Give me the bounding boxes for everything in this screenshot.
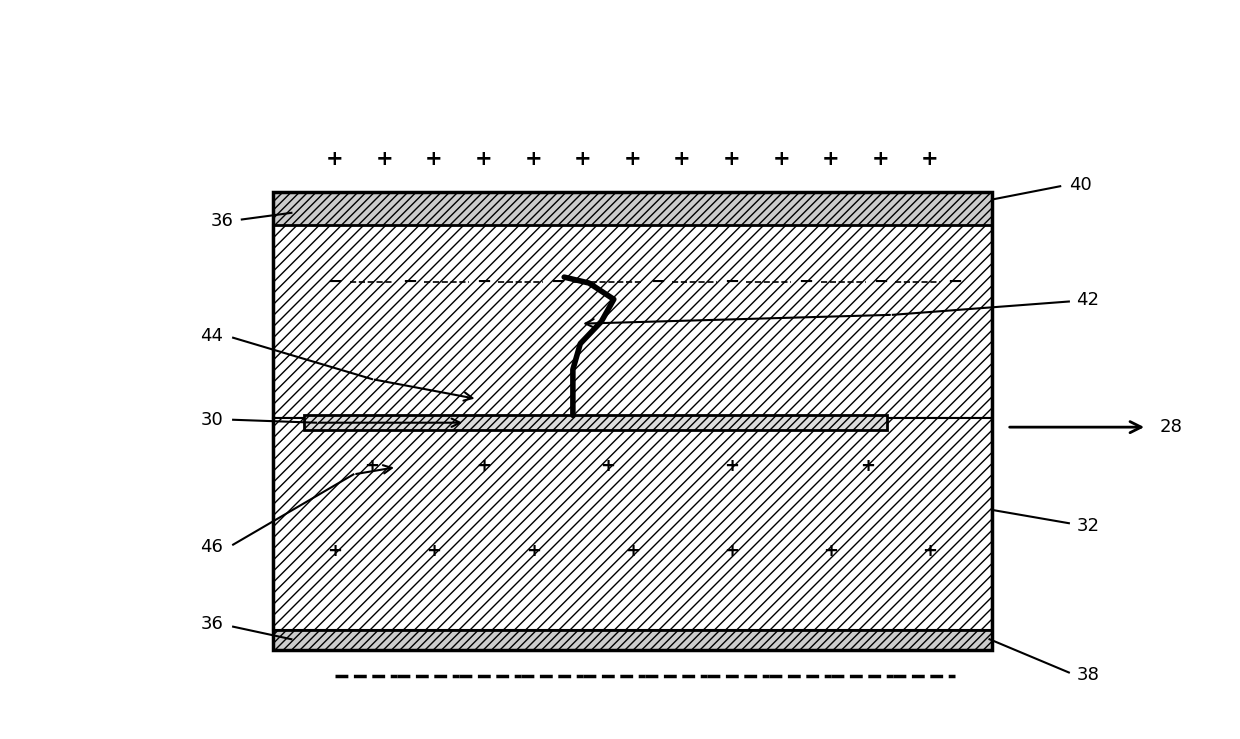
Text: +: + xyxy=(327,542,342,559)
Bar xyxy=(273,418,992,630)
Text: 46: 46 xyxy=(201,538,223,556)
Text: 44: 44 xyxy=(200,327,223,344)
Text: +: + xyxy=(723,149,740,169)
Text: 30: 30 xyxy=(201,411,223,429)
Text: −: − xyxy=(402,273,417,291)
Text: +: + xyxy=(872,149,889,169)
Text: 40: 40 xyxy=(1069,176,1091,194)
Text: +: + xyxy=(475,149,492,169)
Text: +: + xyxy=(923,542,937,559)
Text: −: − xyxy=(327,273,342,291)
Text: +: + xyxy=(625,542,640,559)
Text: +: + xyxy=(724,542,739,559)
Text: +: + xyxy=(724,457,739,474)
Text: +: + xyxy=(624,149,641,169)
Text: −: − xyxy=(873,273,888,291)
Text: +: + xyxy=(600,457,615,474)
Bar xyxy=(273,192,992,650)
Text: +: + xyxy=(673,149,691,169)
Bar xyxy=(273,630,992,650)
Text: +: + xyxy=(476,457,491,474)
Text: +: + xyxy=(525,149,542,169)
Text: −: − xyxy=(947,273,962,291)
Text: −: − xyxy=(650,273,665,291)
Bar xyxy=(273,192,992,225)
Text: −: − xyxy=(476,273,491,291)
Text: −: − xyxy=(799,273,813,291)
Text: 36: 36 xyxy=(201,616,223,633)
Text: +: + xyxy=(365,457,379,474)
Text: −: − xyxy=(724,273,739,291)
Text: +: + xyxy=(425,149,443,169)
Text: +: + xyxy=(574,149,591,169)
Text: 28: 28 xyxy=(1159,418,1182,436)
Text: +: + xyxy=(823,542,838,559)
Text: +: + xyxy=(921,149,939,169)
Text: +: + xyxy=(326,149,343,169)
Text: +: + xyxy=(526,542,541,559)
Bar xyxy=(304,415,887,430)
Text: +: + xyxy=(822,149,839,169)
Text: 38: 38 xyxy=(1076,667,1099,684)
Text: 42: 42 xyxy=(1076,291,1100,309)
Text: +: + xyxy=(427,542,441,559)
Text: 36: 36 xyxy=(211,212,233,230)
Bar xyxy=(273,225,992,418)
Text: +: + xyxy=(773,149,790,169)
Text: 32: 32 xyxy=(1076,517,1100,535)
Text: −: − xyxy=(551,273,565,291)
Text: +: + xyxy=(861,457,875,474)
Text: +: + xyxy=(376,149,393,169)
